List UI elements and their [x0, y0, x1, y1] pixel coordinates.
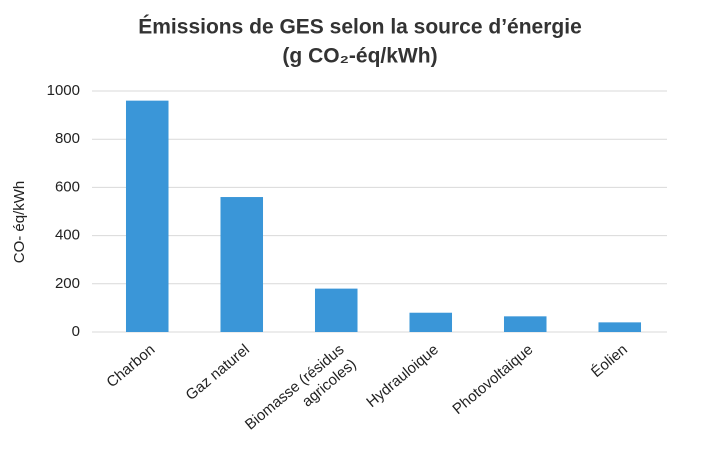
bar — [598, 322, 642, 332]
bar — [125, 100, 169, 332]
y-tick-label: 200 — [55, 275, 80, 292]
chart-title: Émissions de GES selon la source d’énerg… — [138, 16, 582, 39]
y-tick-label: 400 — [55, 227, 80, 244]
bar — [409, 312, 453, 332]
y-tick-label: 0 — [72, 323, 80, 340]
bar — [503, 316, 547, 332]
y-axis-label: CO- éq/kWh — [11, 181, 28, 264]
chart-subtitle: (g CO₂-éq/kWh) — [282, 45, 437, 68]
y-tick-label: 800 — [55, 130, 80, 147]
bar — [314, 288, 358, 332]
y-tick-label: 600 — [55, 178, 80, 195]
bar — [220, 197, 264, 332]
y-tick-label: 1000 — [47, 82, 80, 99]
